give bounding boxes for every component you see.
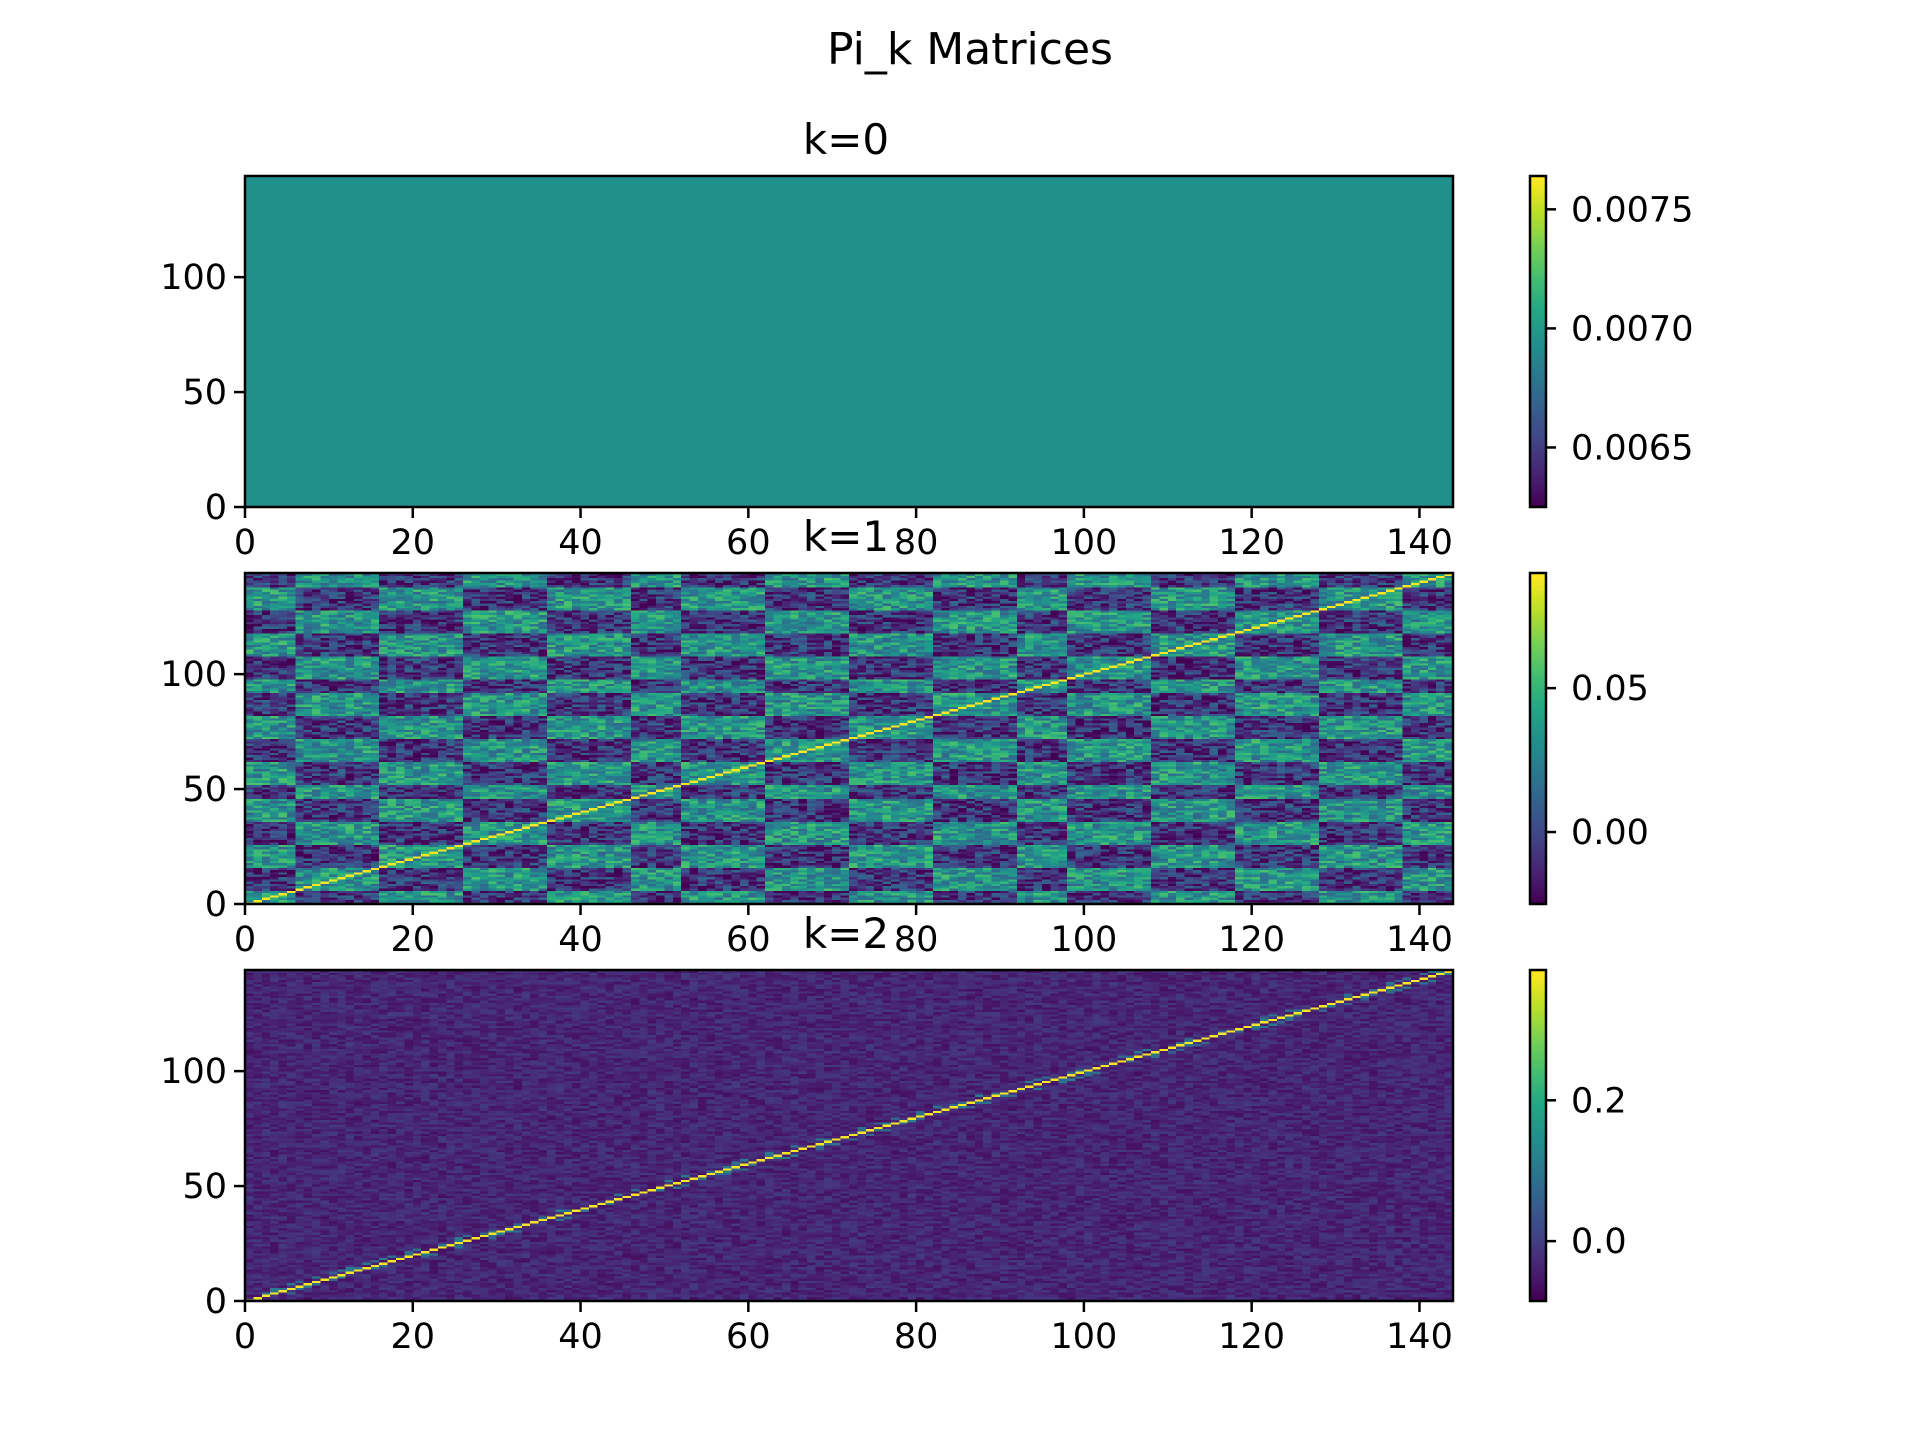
y-tick-label: 100 — [160, 1052, 227, 1092]
x-tick-label: 40 — [558, 920, 603, 960]
x-tick-label: 20 — [391, 1317, 436, 1357]
x-tick-label: 80 — [894, 523, 939, 563]
x-tick-label: 100 — [1050, 1317, 1117, 1357]
x-tick-label: 120 — [1218, 523, 1285, 563]
x-tick-label: 100 — [1050, 523, 1117, 563]
x-tick-label: 20 — [391, 920, 436, 960]
panel-title: k=0 — [803, 115, 889, 164]
plot-frame — [243, 571, 1455, 906]
x-tick-label: 0 — [234, 1317, 256, 1357]
colorbar-tick-label: 0.05 — [1571, 669, 1649, 709]
x-tick-label: 140 — [1386, 1317, 1453, 1357]
colorbar-tick-label: 0.0065 — [1571, 428, 1693, 468]
panel-title: k=2 — [803, 909, 889, 958]
x-tick-label: 20 — [391, 523, 436, 563]
x-tick-label: 60 — [726, 920, 771, 960]
y-tick-label: 100 — [160, 258, 227, 298]
x-tick-label: 40 — [558, 523, 603, 563]
colorbar-frame — [1528, 571, 1548, 906]
colorbar: 0.0 0.2 — [1528, 968, 1627, 1303]
heatmap-panel-0: 0 20 40 60 80 100 120 140050100k=00.00650.00700… — [160, 115, 1693, 563]
colorbar: 0.00 0.05 — [1528, 571, 1649, 906]
x-tick-label: 80 — [894, 1317, 939, 1357]
colorbar-tick-label: 0.0070 — [1571, 309, 1693, 349]
colorbar-tick-label: 0.00 — [1571, 813, 1649, 853]
panel-title: k=1 — [803, 512, 889, 561]
colorbar-tick-label: 0.0075 — [1571, 190, 1693, 230]
y-tick-label: 50 — [182, 770, 227, 810]
heatmap-cells — [245, 970, 1454, 1302]
x-tick-label: 80 — [894, 920, 939, 960]
y-tick-label: 0 — [205, 885, 227, 925]
x-tick-label: 100 — [1050, 920, 1117, 960]
heatmap-panel-1: 0 20 40 60 80 100 120 140 0 50 100 k=1 0.00 0.05 — [160, 512, 1649, 960]
x-tick-label: 60 — [726, 523, 771, 563]
figure-title: Pi_k Matrices — [827, 24, 1113, 75]
x-tick-label: 60 — [726, 1317, 771, 1357]
x-tick-label: 40 — [558, 1317, 603, 1357]
heatmap-cells — [245, 176, 1453, 507]
colorbar: 0.0065 0.0070 0.0075 — [1528, 174, 1693, 509]
colorbar-frame — [1528, 174, 1548, 509]
x-tick-label: 140 — [1386, 523, 1453, 563]
x-tick-label: 0 — [234, 920, 256, 960]
plot-frame — [243, 174, 1455, 509]
heatmap-panel-2: 0 20 40 60 80 100 120 140 0 50 100 k=2 0.0 0.2 — [160, 909, 1626, 1357]
x-tick-label: 120 — [1218, 1317, 1285, 1357]
colorbar-frame — [1528, 968, 1548, 1303]
heatmap-cells — [245, 573, 1454, 905]
colorbar-tick-label: 0.2 — [1571, 1081, 1627, 1121]
x-tick-label: 0 — [234, 523, 256, 563]
plot-frame — [243, 968, 1455, 1303]
y-tick-label: 50 — [182, 373, 227, 413]
colorbar-tick-label: 0.0 — [1571, 1222, 1627, 1262]
x-tick-label: 140 — [1386, 920, 1453, 960]
x-tick-label: 120 — [1218, 920, 1285, 960]
y-tick-label: 0 — [205, 1282, 227, 1322]
y-tick-label: 0 — [205, 488, 227, 528]
y-tick-label: 100 — [160, 655, 227, 695]
y-tick-label: 50 — [182, 1167, 227, 1207]
